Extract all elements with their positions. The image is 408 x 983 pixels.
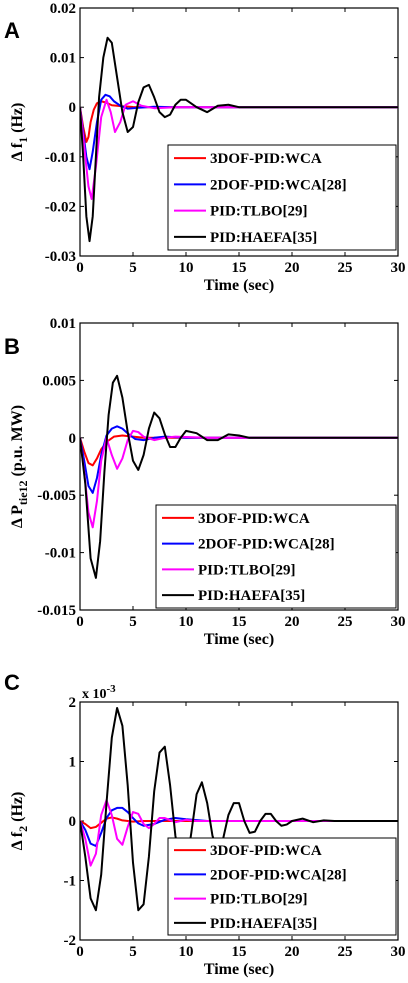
x-tick-label: 20: [285, 614, 300, 630]
series-line-pid-tlbo-29: [80, 799, 398, 867]
x-tick-label: 0: [76, 944, 84, 960]
x-tick-label: 25: [338, 614, 353, 630]
y-tick-label: -0.01: [45, 150, 76, 166]
series-line-pid-haefa-35: [80, 706, 398, 912]
x-tick-label: 10: [179, 944, 194, 960]
legend-label-pid-haefa-35: PID:HAEFA[35]: [210, 916, 317, 932]
x-tick-label: 15: [232, 944, 247, 960]
x-tick-label: 30: [391, 260, 406, 276]
x-tick-label: 10: [179, 260, 194, 276]
x-tick-label: 25: [338, 260, 353, 276]
y-exponent-power: -3: [107, 683, 117, 695]
panel-letter-a: A: [4, 18, 20, 43]
legend-box: [155, 504, 397, 609]
y-tick-label: 0: [69, 814, 77, 830]
plot-area-a: 0 5 10 15 20 25 30 -0.03 -0.02 -0.01 0 0.01 0.02 Time…: [9, 1, 406, 294]
x-tick-label: 20: [285, 260, 300, 276]
legend-label-3dof-pid-wca: 3DOF-PID:WCA: [210, 151, 322, 167]
legend-label-3dof-pid-wca: 3DOF-PID:WCA: [198, 511, 310, 527]
y-axis-label: Δ f1 (Hz): [9, 103, 30, 162]
y-axis-label: Δ f2 (Hz): [9, 792, 30, 851]
legend-label-pid-haefa-35: PID:HAEFA[35]: [210, 230, 317, 246]
legend-label-pid-tlbo-29: PID:TLBO[29]: [210, 892, 308, 908]
plot-area-b: 0 5 10 15 20 25 30 -0.015 -0.01 -0.005 0 0.005 0.01 T…: [9, 316, 406, 648]
x-tick-label: 5: [129, 614, 137, 630]
y-tick-label: -2: [64, 933, 77, 949]
x-tick-label: 0: [76, 260, 84, 276]
y-tick-label: -0.015: [37, 603, 76, 619]
x-tick-label: 30: [391, 614, 406, 630]
series-lines: [80, 374, 398, 579]
legend-label-3dof-pid-wca: 3DOF-PID:WCA: [210, 843, 322, 859]
legend-label-2dof-pid-wca-28: 2DOF-PID:WCA[28]: [210, 867, 347, 883]
panel-c: C 0 5 10 15 20 25 30 -2 -1 0 1 2 x 10-3 Time (sec) Δ f…: [4, 670, 406, 978]
y-tick-label: -0.005: [37, 488, 76, 504]
x-tick-label: 0: [76, 614, 84, 630]
x-axis-label: Time (sec): [204, 961, 274, 978]
x-axis-label: Time (sec): [204, 631, 274, 648]
x-tick-label: 10: [179, 614, 194, 630]
x-tick-label: 25: [338, 944, 353, 960]
panel-a: A 0 5 10 15 20 25 30 -0.03 -0.02 -0.01 0 0.01 0.02 Ti…: [4, 1, 406, 294]
legend-label-pid-haefa-35: PID:HAEFA[35]: [198, 588, 305, 604]
y-tick-label: 0.01: [50, 316, 76, 332]
y-tick-label: -0.02: [45, 199, 76, 215]
series-line-pid-haefa-35: [80, 36, 398, 243]
legend-box: [167, 144, 397, 251]
x-tick-label: 15: [232, 260, 247, 276]
y-tick-label: 0.01: [50, 51, 76, 67]
y-tick-label: 0.02: [50, 1, 76, 17]
legend: 3DOF-PID:WCA 2DOF-PID:WCA[28] PID:TLBO[29]…: [167, 144, 397, 251]
plot-area-c: 0 5 10 15 20 25 30 -2 -1 0 1 2 x 10-3 Time (sec) Δ f2 …: [9, 683, 406, 978]
series-line-pid-tlbo-29: [80, 98, 398, 200]
x-tick-label: 20: [285, 944, 300, 960]
y-tick-label: -0.01: [45, 546, 76, 562]
series-line-pid-tlbo-29: [80, 429, 398, 529]
y-tick-label: 0.005: [42, 373, 76, 389]
y-tick-label: 0: [69, 431, 77, 447]
y-exponent: x 10-3: [82, 683, 116, 702]
y-tick-label: -0.03: [45, 249, 76, 265]
panel-letter-c: C: [4, 670, 20, 695]
y-tick-label: -1: [64, 874, 77, 890]
legend-box: [167, 837, 397, 936]
y-tick-label: 0: [69, 100, 77, 116]
legend: 3DOF-PID:WCA 2DOF-PID:WCA[28] PID:TLBO[29]…: [167, 837, 397, 936]
legend-label-2dof-pid-wca-28: 2DOF-PID:WCA[28]: [198, 537, 335, 553]
legend-label-pid-tlbo-29: PID:TLBO[29]: [198, 562, 296, 578]
panel-letter-b: B: [4, 334, 20, 359]
series-line-pid-haefa-35: [80, 374, 398, 579]
x-tick-label: 30: [391, 944, 406, 960]
series-line-2dof-pid-wca-28: [80, 425, 398, 494]
legend-label-2dof-pid-wca-28: 2DOF-PID:WCA[28]: [210, 177, 347, 193]
x-tick-label: 5: [129, 260, 137, 276]
y-tick-label: 1: [69, 755, 77, 771]
y-tick-label: 2: [69, 695, 77, 711]
panel-b: B 0 5 10 15 20 25 30 -0.015 -0.01 -0.005 0 0.005 0.0…: [4, 316, 406, 648]
series-lines: [80, 706, 398, 912]
series-lines: [80, 36, 398, 243]
legend-label-pid-tlbo-29: PID:TLBO[29]: [210, 204, 308, 220]
legend: 3DOF-PID:WCA 2DOF-PID:WCA[28] PID:TLBO[29]…: [155, 504, 397, 609]
y-axis-label: Δ Ptie12 (p.u. MW): [9, 405, 30, 528]
x-axis-label: Time (sec): [204, 277, 274, 294]
x-tick-label: 15: [232, 614, 247, 630]
x-tick-label: 5: [129, 944, 137, 960]
